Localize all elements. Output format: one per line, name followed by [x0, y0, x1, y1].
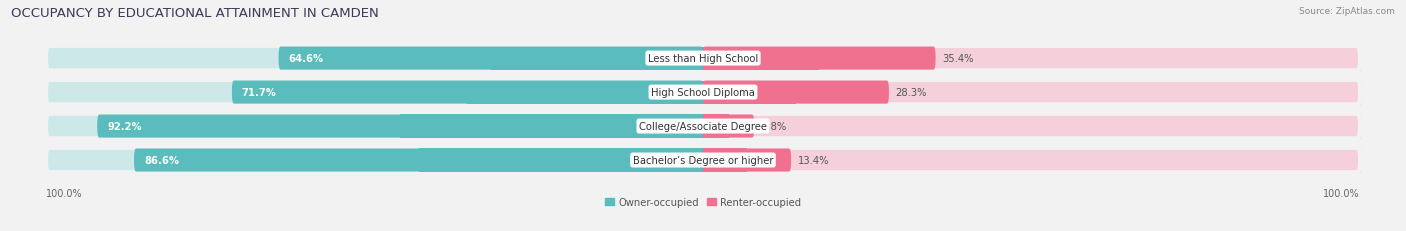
- Text: 86.6%: 86.6%: [143, 155, 179, 165]
- FancyBboxPatch shape: [97, 115, 703, 138]
- FancyBboxPatch shape: [491, 47, 703, 70]
- Text: Less than High School: Less than High School: [648, 54, 758, 64]
- Text: 7.8%: 7.8%: [761, 122, 786, 131]
- FancyBboxPatch shape: [419, 149, 703, 172]
- FancyBboxPatch shape: [46, 80, 1360, 105]
- Legend: Owner-occupied, Renter-occupied: Owner-occupied, Renter-occupied: [602, 193, 804, 211]
- FancyBboxPatch shape: [46, 114, 1360, 139]
- Text: 64.6%: 64.6%: [288, 54, 323, 64]
- Text: Source: ZipAtlas.com: Source: ZipAtlas.com: [1299, 7, 1395, 16]
- FancyBboxPatch shape: [703, 81, 889, 104]
- Text: 13.4%: 13.4%: [797, 155, 830, 165]
- Text: 71.7%: 71.7%: [242, 88, 277, 98]
- FancyBboxPatch shape: [703, 149, 792, 172]
- FancyBboxPatch shape: [703, 149, 747, 172]
- FancyBboxPatch shape: [703, 115, 754, 138]
- FancyBboxPatch shape: [703, 47, 935, 70]
- Text: 100.0%: 100.0%: [46, 188, 83, 198]
- FancyBboxPatch shape: [46, 148, 1360, 173]
- FancyBboxPatch shape: [703, 81, 796, 104]
- FancyBboxPatch shape: [278, 47, 703, 70]
- Text: 100.0%: 100.0%: [1323, 188, 1360, 198]
- Text: OCCUPANCY BY EDUCATIONAL ATTAINMENT IN CAMDEN: OCCUPANCY BY EDUCATIONAL ATTAINMENT IN C…: [11, 7, 380, 20]
- Text: College/Associate Degree: College/Associate Degree: [638, 122, 768, 131]
- FancyBboxPatch shape: [467, 81, 703, 104]
- Text: 92.2%: 92.2%: [107, 122, 142, 131]
- Text: 35.4%: 35.4%: [942, 54, 973, 64]
- Text: Bachelor’s Degree or higher: Bachelor’s Degree or higher: [633, 155, 773, 165]
- FancyBboxPatch shape: [703, 47, 820, 70]
- FancyBboxPatch shape: [703, 115, 728, 138]
- Text: High School Diploma: High School Diploma: [651, 88, 755, 98]
- FancyBboxPatch shape: [401, 115, 703, 138]
- FancyBboxPatch shape: [134, 149, 703, 172]
- FancyBboxPatch shape: [46, 47, 1360, 71]
- FancyBboxPatch shape: [232, 81, 703, 104]
- Text: 28.3%: 28.3%: [896, 88, 927, 98]
